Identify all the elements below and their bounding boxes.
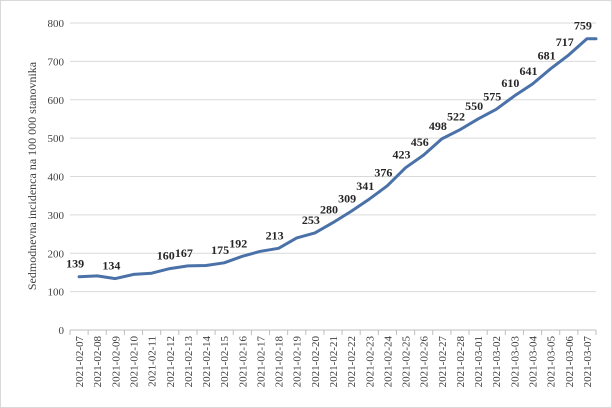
data-label-2021-03-02: 575	[483, 89, 501, 103]
data-label-2021-02-16: 192	[229, 236, 247, 250]
data-label-2021-03-03: 610	[501, 76, 519, 90]
x-tick-2021-02-17: 2021-02-17	[255, 336, 267, 388]
data-label-2021-03-04: 641	[520, 64, 538, 78]
x-tick-2021-02-10: 2021-02-10	[128, 336, 140, 388]
data-label-2021-02-25: 423	[393, 148, 411, 162]
data-label-2021-02-21: 280	[320, 203, 338, 217]
y-tick-300: 300	[48, 210, 65, 222]
grid-lines	[70, 22, 596, 331]
x-tick-2021-02-28: 2021-02-28	[455, 336, 467, 388]
x-axis-ticks: 2021-02-07 2021-02-08 2021-02-09 2021-02-10…	[69, 330, 597, 388]
x-tick-2021-02-23: 2021-02-23	[364, 336, 376, 388]
incidence-series-line	[77, 37, 598, 281]
x-tick-2021-03-03: 2021-03-03	[509, 336, 521, 388]
x-tick-2021-02-26: 2021-02-26	[419, 336, 431, 388]
x-tick-2021-02-18: 2021-02-18	[274, 336, 286, 388]
data-label-2021-03-06: 717	[556, 35, 574, 49]
data-label-2021-02-22: 309	[338, 191, 356, 205]
x-tick-2021-02-27: 2021-02-27	[437, 336, 449, 388]
data-label-2021-02-12: 160	[157, 249, 175, 263]
x-tick-2021-03-04: 2021-03-04	[528, 336, 540, 388]
y-tick-0: 0	[59, 325, 65, 337]
y-tick-800: 800	[48, 18, 65, 30]
data-label-2021-02-13: 167	[175, 246, 193, 260]
x-tick-2021-02-07: 2021-02-07	[74, 336, 86, 388]
x-tick-2021-02-16: 2021-02-16	[237, 336, 249, 388]
data-label-2021-02-23: 341	[356, 179, 374, 193]
x-tick-2021-02-11: 2021-02-11	[147, 336, 159, 387]
data-label-2021-02-28: 522	[447, 110, 465, 124]
y-axis-label: Sedmodnevna incidenca na 100 000 stanovn…	[25, 61, 39, 290]
x-tick-2021-02-12: 2021-02-12	[165, 336, 177, 387]
series-group	[77, 37, 598, 281]
y-tick-500: 500	[48, 133, 65, 145]
x-tick-2021-02-09: 2021-02-09	[110, 336, 122, 388]
y-tick-400: 400	[48, 172, 65, 184]
data-label-2021-03-07: 759	[574, 19, 592, 33]
x-tick-2021-02-20: 2021-02-20	[310, 336, 322, 388]
data-label-2021-02-20: 253	[302, 213, 320, 227]
data-label-2021-02-27: 498	[429, 119, 447, 133]
x-tick-2021-03-01: 2021-03-01	[473, 336, 485, 387]
y-tick-700: 700	[48, 56, 65, 68]
x-tick-2021-03-05: 2021-03-05	[546, 336, 558, 388]
data-label-2021-02-24: 376	[374, 166, 392, 180]
y-tick-200: 200	[48, 248, 65, 260]
x-tick-2021-03-07: 2021-03-07	[582, 336, 594, 388]
y-tick-600: 600	[48, 95, 65, 107]
data-label-2021-02-07: 139	[66, 257, 84, 271]
data-label-2021-03-05: 681	[538, 49, 556, 63]
y-axis-ticks: 0 100 200 300 400 500 600 700 800	[48, 18, 65, 337]
x-tick-2021-02-14: 2021-02-14	[201, 336, 213, 388]
x-tick-2021-03-02: 2021-03-02	[491, 336, 503, 387]
x-tick-2021-02-21: 2021-02-21	[328, 336, 340, 387]
data-label-2021-02-18: 213	[266, 228, 284, 242]
x-tick-2021-02-15: 2021-02-15	[219, 336, 231, 388]
x-tick-2021-02-19: 2021-02-19	[292, 336, 304, 388]
data-label-2021-02-15: 175	[211, 243, 229, 257]
data-label-2021-02-09: 134	[102, 259, 120, 273]
x-tick-2021-02-24: 2021-02-24	[382, 336, 394, 388]
data-label-2021-03-01: 550	[465, 99, 483, 113]
x-tick-2021-02-22: 2021-02-22	[346, 336, 358, 387]
x-tick-2021-02-08: 2021-02-08	[92, 336, 104, 388]
x-tick-2021-03-06: 2021-03-06	[564, 336, 576, 388]
x-tick-2021-02-25: 2021-02-25	[401, 336, 413, 388]
y-tick-100: 100	[48, 287, 65, 299]
data-label-2021-02-26: 456	[411, 135, 429, 149]
x-tick-2021-02-13: 2021-02-13	[183, 336, 195, 388]
